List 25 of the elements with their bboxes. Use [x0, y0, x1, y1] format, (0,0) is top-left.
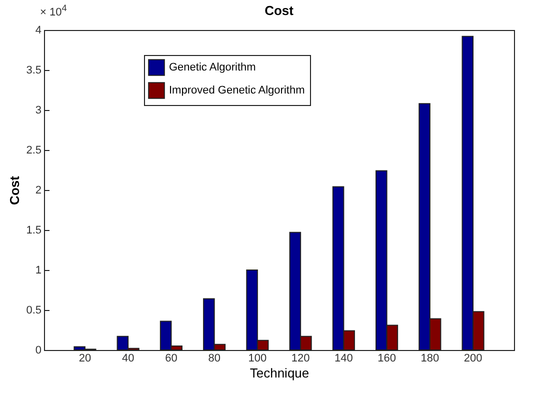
x-tick-label: 60: [165, 352, 178, 364]
x-tick-label: 40: [122, 352, 134, 364]
x-axis-title: Technique: [250, 366, 310, 380]
y-tick-label: 1: [35, 264, 42, 276]
x-tick-label: 80: [208, 352, 220, 364]
x-tick-label: 140: [334, 352, 353, 364]
y-axis-title: Cost: [7, 175, 22, 205]
y-tick-label: 4: [35, 24, 42, 36]
x-tick-label: 120: [291, 352, 310, 364]
y-tick-label: 2: [35, 184, 42, 196]
y-tick-label: 3.5: [26, 64, 42, 76]
x-tick-label: 20: [78, 352, 92, 364]
y-tick-label: 2.5: [26, 144, 42, 156]
y-tick-label: 0: [35, 344, 42, 356]
x-tick-label: 200: [464, 352, 482, 364]
legend-label: Genetic Algorithm: [169, 62, 256, 74]
legend-label: Improved Genetic Algorithm: [169, 84, 305, 96]
chart-title: Cost: [264, 3, 294, 18]
x-tick-label: 180: [420, 352, 440, 364]
x-tick-label: 100: [248, 352, 267, 364]
x-tick-label: 160: [378, 352, 396, 364]
text: × 10$^{4}$: [40, 3, 67, 19]
y-tick-label: 0.5: [26, 304, 42, 316]
y-tick-label: 3: [35, 104, 42, 116]
y-tick-label: 1.5: [26, 224, 42, 236]
